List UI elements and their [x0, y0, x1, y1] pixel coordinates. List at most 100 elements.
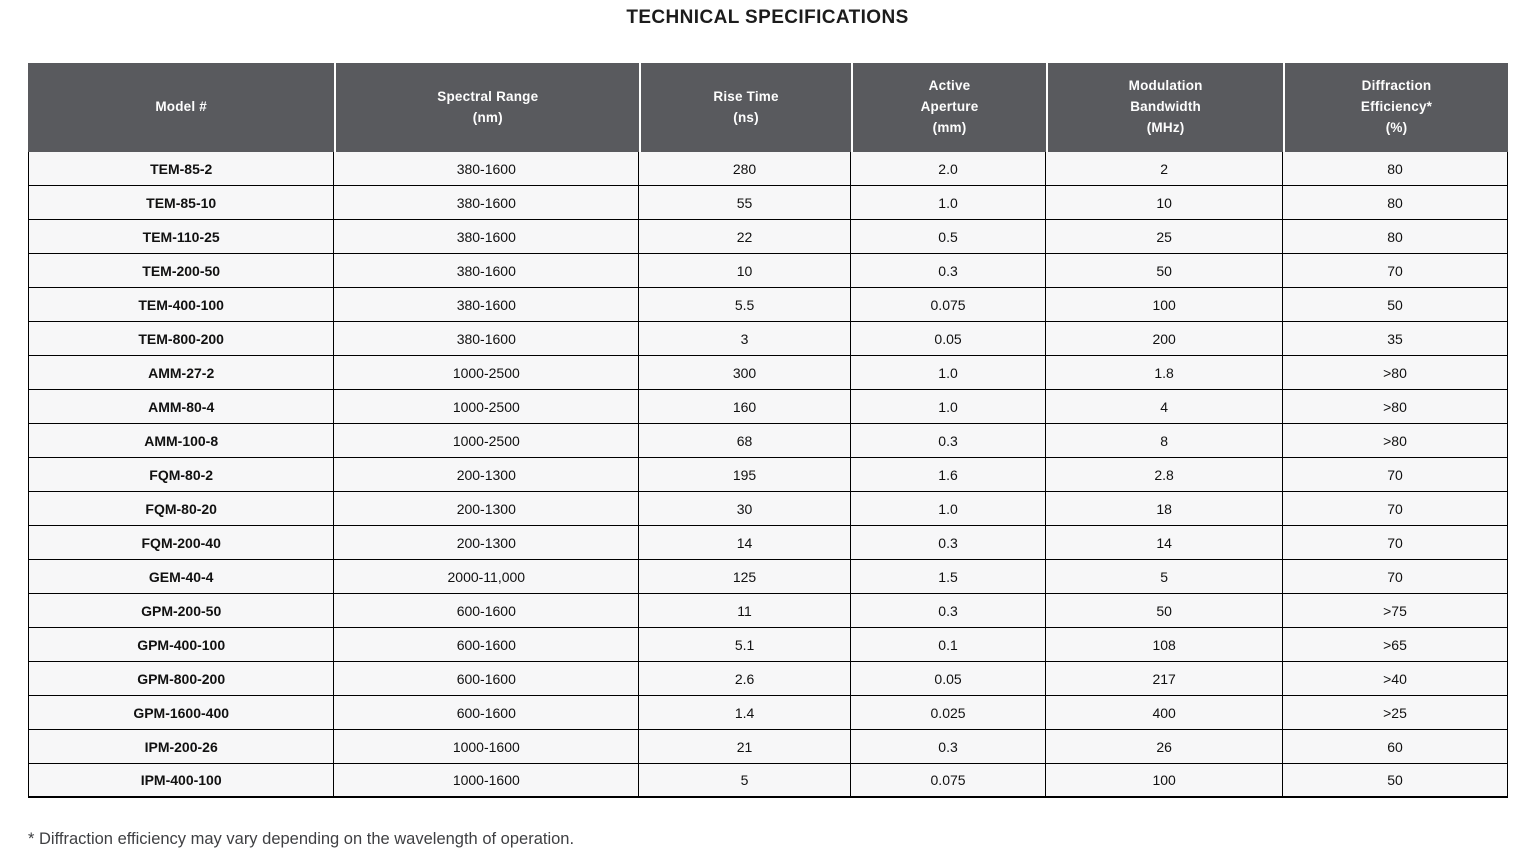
table-row: GPM-400-100 600-1600 5.1 0.1 108 >65	[28, 628, 1508, 662]
cell-rise-time: 1.4	[639, 696, 851, 730]
cell-rise-time: 22	[639, 220, 851, 254]
cell-model: TEM-85-10	[28, 186, 335, 220]
cell-model: FQM-200-40	[28, 526, 335, 560]
cell-rise-time: 195	[639, 458, 851, 492]
cell-spectral-range: 2000-11,000	[334, 560, 640, 594]
footnote: * Diffraction efficiency may vary depend…	[28, 830, 575, 848]
cell-rise-time: 160	[639, 390, 851, 424]
cell-diffraction-efficiency: >65	[1283, 628, 1508, 662]
cell-diffraction-efficiency: 60	[1283, 730, 1508, 764]
cell-rise-time: 10	[639, 254, 851, 288]
cell-diffraction-efficiency: 70	[1283, 526, 1508, 560]
cell-active-aperture: 2.0	[850, 152, 1047, 186]
cell-modulation-bandwidth: 8	[1046, 424, 1284, 458]
cell-active-aperture: 1.0	[850, 390, 1047, 424]
cell-modulation-bandwidth: 5	[1046, 560, 1284, 594]
spec-table: Model # Spectral Range (nm) Rise Time (n…	[28, 63, 1508, 798]
cell-spectral-range: 200-1300	[334, 526, 640, 560]
cell-rise-time: 2.6	[639, 662, 851, 696]
cell-modulation-bandwidth: 4	[1046, 390, 1284, 424]
cell-modulation-bandwidth: 2	[1046, 152, 1284, 186]
table-row: GEM-40-4 2000-11,000 125 1.5 5 70	[28, 560, 1508, 594]
cell-active-aperture: 1.5	[850, 560, 1047, 594]
cell-spectral-range: 1000-2500	[334, 390, 640, 424]
cell-diffraction-efficiency: >80	[1283, 390, 1508, 424]
cell-model: IPM-400-100	[28, 764, 335, 798]
cell-modulation-bandwidth: 25	[1046, 220, 1284, 254]
cell-active-aperture: 1.6	[850, 458, 1047, 492]
cell-model: TEM-200-50	[28, 254, 335, 288]
cell-active-aperture: 0.075	[850, 764, 1047, 798]
cell-active-aperture: 0.025	[850, 696, 1047, 730]
cell-rise-time: 30	[639, 492, 851, 526]
cell-spectral-range: 600-1600	[334, 662, 640, 696]
table-row: FQM-200-40 200-1300 14 0.3 14 70	[28, 526, 1508, 560]
cell-modulation-bandwidth: 50	[1046, 594, 1284, 628]
cell-spectral-range: 600-1600	[334, 594, 640, 628]
cell-model: GPM-200-50	[28, 594, 335, 628]
cell-spectral-range: 380-1600	[334, 186, 640, 220]
cell-spectral-range: 1000-2500	[334, 424, 640, 458]
cell-active-aperture: 0.5	[850, 220, 1047, 254]
table-row: GPM-200-50 600-1600 11 0.3 50 >75	[28, 594, 1508, 628]
cell-model: FQM-80-2	[28, 458, 335, 492]
table-row: TEM-85-10 380-1600 55 1.0 10 80	[28, 186, 1508, 220]
cell-diffraction-efficiency: >40	[1283, 662, 1508, 696]
cell-diffraction-efficiency: 80	[1283, 186, 1508, 220]
cell-active-aperture: 0.05	[850, 662, 1047, 696]
cell-model: TEM-110-25	[28, 220, 335, 254]
column-header-active-aperture: Active Aperture (mm)	[850, 63, 1047, 152]
cell-spectral-range: 380-1600	[334, 254, 640, 288]
table-row: TEM-85-2 380-1600 280 2.0 2 80	[28, 152, 1508, 186]
cell-model: AMM-100-8	[28, 424, 335, 458]
cell-modulation-bandwidth: 50	[1046, 254, 1284, 288]
cell-model: GPM-800-200	[28, 662, 335, 696]
cell-modulation-bandwidth: 18	[1046, 492, 1284, 526]
cell-spectral-range: 1000-1600	[334, 730, 640, 764]
cell-rise-time: 21	[639, 730, 851, 764]
cell-rise-time: 300	[639, 356, 851, 390]
column-header-diffraction-efficiency: Diffraction Efficiency* (%)	[1283, 63, 1508, 152]
table-row: TEM-110-25 380-1600 22 0.5 25 80	[28, 220, 1508, 254]
table-row: GPM-800-200 600-1600 2.6 0.05 217 >40	[28, 662, 1508, 696]
cell-spectral-range: 380-1600	[334, 220, 640, 254]
cell-rise-time: 280	[639, 152, 851, 186]
cell-rise-time: 68	[639, 424, 851, 458]
page-title: TECHNICAL SPECIFICATIONS	[626, 7, 909, 28]
cell-spectral-range: 1000-1600	[334, 764, 640, 798]
cell-diffraction-efficiency: 50	[1283, 764, 1508, 798]
cell-active-aperture: 0.075	[850, 288, 1047, 322]
cell-spectral-range: 200-1300	[334, 458, 640, 492]
cell-modulation-bandwidth: 2.8	[1046, 458, 1284, 492]
spec-table-header: Model # Spectral Range (nm) Rise Time (n…	[28, 63, 1508, 152]
cell-model: GPM-1600-400	[28, 696, 335, 730]
cell-model: TEM-400-100	[28, 288, 335, 322]
table-row: AMM-27-2 1000-2500 300 1.0 1.8 >80	[28, 356, 1508, 390]
cell-model: AMM-27-2	[28, 356, 335, 390]
cell-active-aperture: 0.3	[850, 526, 1047, 560]
cell-diffraction-efficiency: >80	[1283, 424, 1508, 458]
cell-spectral-range: 200-1300	[334, 492, 640, 526]
cell-active-aperture: 0.05	[850, 322, 1047, 356]
cell-model: AMM-80-4	[28, 390, 335, 424]
table-row: IPM-200-26 1000-1600 21 0.3 26 60	[28, 730, 1508, 764]
cell-active-aperture: 0.3	[850, 254, 1047, 288]
cell-spectral-range: 380-1600	[334, 288, 640, 322]
cell-diffraction-efficiency: 70	[1283, 492, 1508, 526]
cell-diffraction-efficiency: 50	[1283, 288, 1508, 322]
cell-rise-time: 3	[639, 322, 851, 356]
cell-spectral-range: 380-1600	[334, 152, 640, 186]
table-row: FQM-80-20 200-1300 30 1.0 18 70	[28, 492, 1508, 526]
cell-modulation-bandwidth: 108	[1046, 628, 1284, 662]
cell-modulation-bandwidth: 14	[1046, 526, 1284, 560]
cell-modulation-bandwidth: 400	[1046, 696, 1284, 730]
cell-model: TEM-800-200	[28, 322, 335, 356]
cell-spectral-range: 600-1600	[334, 628, 640, 662]
cell-spectral-range: 380-1600	[334, 322, 640, 356]
cell-modulation-bandwidth: 217	[1046, 662, 1284, 696]
cell-diffraction-efficiency: 35	[1283, 322, 1508, 356]
table-row: GPM-1600-400 600-1600 1.4 0.025 400 >25	[28, 696, 1508, 730]
cell-rise-time: 11	[639, 594, 851, 628]
table-row: TEM-200-50 380-1600 10 0.3 50 70	[28, 254, 1508, 288]
